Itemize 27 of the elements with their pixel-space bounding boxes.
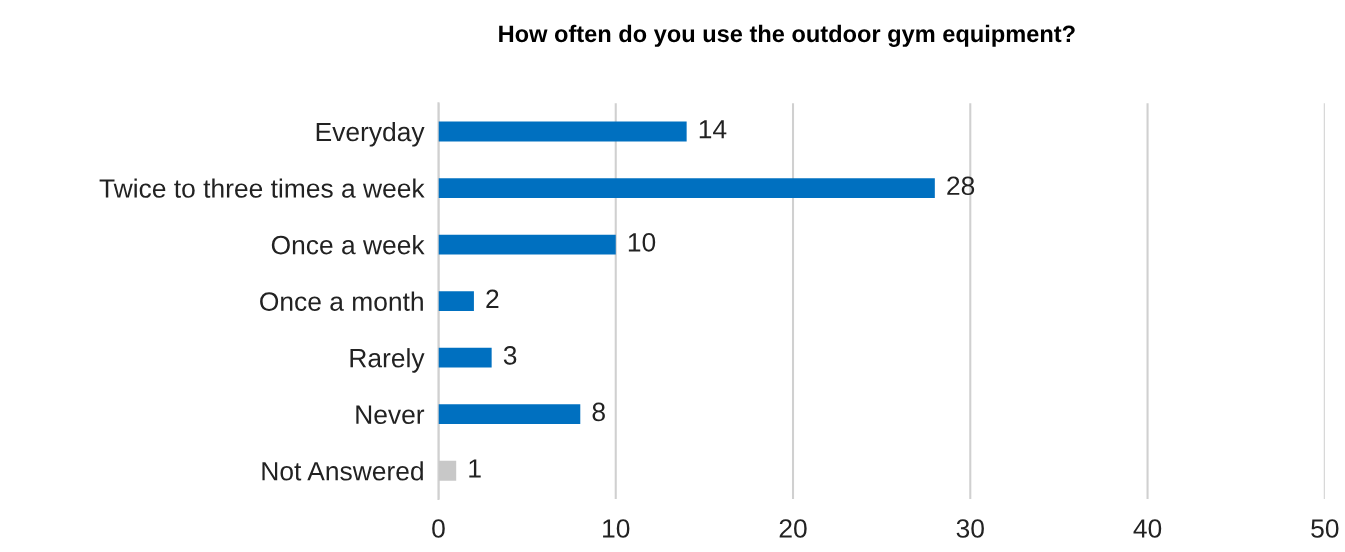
data-label: 2: [486, 289, 499, 308]
data-label: 3: [503, 346, 517, 365]
y-tick-label: Rarely: [350, 348, 425, 373]
x-tick-label: 10: [603, 519, 630, 538]
x-tick-label: 30: [956, 519, 984, 538]
x-tick-label: 0: [432, 519, 445, 538]
data-label: 28: [947, 176, 975, 196]
data-label: 1: [469, 459, 481, 478]
bar: [438, 178, 935, 198]
y-tick-label: Everyday: [316, 121, 425, 147]
bar: [438, 404, 581, 425]
x-tick-label: 40: [1133, 519, 1162, 538]
bar: [438, 291, 474, 312]
y-tick-label: Not Answered: [262, 461, 423, 481]
data-label: 8: [592, 402, 605, 422]
data-label: 10: [628, 232, 656, 252]
y-tick-label: Twice to three times a week: [99, 178, 425, 198]
bar: [438, 234, 616, 255]
bar: [438, 121, 687, 142]
x-tick-label: 50: [1311, 519, 1339, 538]
bar: [438, 347, 492, 368]
y-tick-label: Once a month: [260, 291, 423, 311]
y-tick-label: Once a week: [271, 235, 425, 255]
data-label: 14: [699, 120, 727, 139]
y-tick-label: Never: [356, 405, 425, 425]
x-tick-label: 20: [779, 519, 807, 538]
chart-title: How often do you use the outdoor gym equipment?: [499, 24, 1075, 47]
